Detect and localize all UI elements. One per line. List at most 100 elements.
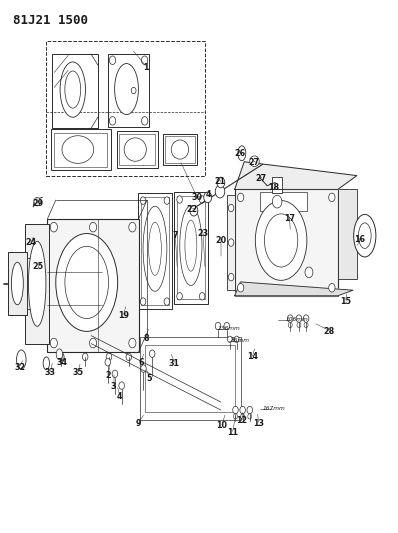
Ellipse shape xyxy=(228,336,232,343)
Bar xyxy=(235,189,338,296)
Bar xyxy=(162,134,197,165)
Bar xyxy=(338,189,357,279)
Bar xyxy=(119,134,155,165)
Text: 21: 21 xyxy=(215,177,226,186)
Bar xyxy=(227,195,236,290)
Ellipse shape xyxy=(56,349,62,360)
Text: 17: 17 xyxy=(284,214,295,223)
Ellipse shape xyxy=(359,223,371,248)
Ellipse shape xyxy=(238,146,246,161)
Ellipse shape xyxy=(164,298,170,305)
Ellipse shape xyxy=(329,193,335,201)
Ellipse shape xyxy=(105,359,111,366)
Ellipse shape xyxy=(215,322,221,330)
Text: 16: 16 xyxy=(354,236,365,245)
Bar xyxy=(165,136,195,163)
Ellipse shape xyxy=(233,406,238,414)
Ellipse shape xyxy=(224,322,230,330)
Ellipse shape xyxy=(217,177,225,188)
Ellipse shape xyxy=(354,214,376,257)
Ellipse shape xyxy=(329,284,335,292)
Text: 22: 22 xyxy=(187,205,198,214)
Text: 81J21 1500: 81J21 1500 xyxy=(13,14,88,27)
Ellipse shape xyxy=(141,365,146,372)
Text: 18: 18 xyxy=(268,183,279,192)
Ellipse shape xyxy=(17,350,26,369)
Ellipse shape xyxy=(56,233,118,332)
Ellipse shape xyxy=(62,136,94,164)
Text: 8: 8 xyxy=(144,334,150,343)
Ellipse shape xyxy=(109,117,116,125)
Ellipse shape xyxy=(248,414,252,419)
Ellipse shape xyxy=(250,156,259,166)
Text: 34: 34 xyxy=(57,358,68,367)
Ellipse shape xyxy=(164,197,170,204)
Text: 7: 7 xyxy=(172,231,178,240)
Ellipse shape xyxy=(190,205,198,216)
Text: 4: 4 xyxy=(117,392,123,401)
Ellipse shape xyxy=(238,193,244,201)
Ellipse shape xyxy=(129,222,136,232)
Ellipse shape xyxy=(124,138,146,161)
Ellipse shape xyxy=(143,206,167,292)
Text: 27: 27 xyxy=(255,174,266,183)
Bar xyxy=(51,130,111,169)
Text: 2: 2 xyxy=(105,371,111,380)
Ellipse shape xyxy=(288,322,292,328)
Text: 10: 10 xyxy=(217,422,228,431)
Text: 27: 27 xyxy=(248,158,259,167)
Bar xyxy=(46,41,205,176)
Ellipse shape xyxy=(50,338,57,348)
Text: 12: 12 xyxy=(236,416,248,425)
Ellipse shape xyxy=(241,414,245,419)
Ellipse shape xyxy=(287,315,293,322)
Bar xyxy=(138,193,172,309)
Ellipse shape xyxy=(199,293,205,300)
Text: 9: 9 xyxy=(136,419,141,428)
Ellipse shape xyxy=(140,298,146,305)
Ellipse shape xyxy=(272,195,282,208)
Text: 106mm: 106mm xyxy=(285,317,308,322)
Ellipse shape xyxy=(109,56,116,64)
Text: 24: 24 xyxy=(25,238,36,247)
Ellipse shape xyxy=(106,353,112,361)
Ellipse shape xyxy=(204,192,212,203)
Ellipse shape xyxy=(296,315,302,322)
Ellipse shape xyxy=(142,117,148,125)
Text: 35: 35 xyxy=(72,368,84,377)
Bar xyxy=(145,345,235,411)
Bar xyxy=(52,54,98,128)
Ellipse shape xyxy=(256,200,307,280)
Bar xyxy=(108,54,149,127)
Ellipse shape xyxy=(297,322,301,328)
Bar xyxy=(272,177,282,193)
Text: 30: 30 xyxy=(191,193,203,202)
Ellipse shape xyxy=(115,63,139,115)
Text: 28: 28 xyxy=(324,327,335,336)
Ellipse shape xyxy=(148,222,161,276)
Bar xyxy=(8,252,27,316)
Text: 32: 32 xyxy=(14,363,25,372)
Ellipse shape xyxy=(228,239,234,246)
Bar xyxy=(25,224,49,344)
Bar xyxy=(27,258,33,309)
Text: 33: 33 xyxy=(45,368,56,377)
Ellipse shape xyxy=(303,315,309,322)
Text: 14: 14 xyxy=(247,352,258,361)
Ellipse shape xyxy=(34,197,40,206)
Ellipse shape xyxy=(119,382,125,389)
Text: 86mm: 86mm xyxy=(231,338,250,343)
Text: 20: 20 xyxy=(215,237,226,246)
Ellipse shape xyxy=(149,350,155,358)
Polygon shape xyxy=(235,162,357,189)
Ellipse shape xyxy=(90,338,97,348)
Text: 136mm: 136mm xyxy=(218,326,241,331)
Text: 4: 4 xyxy=(206,190,212,199)
Text: 15: 15 xyxy=(340,296,351,305)
Bar xyxy=(117,132,158,167)
Ellipse shape xyxy=(177,196,182,203)
Text: 1: 1 xyxy=(143,63,148,71)
Text: 11: 11 xyxy=(227,428,238,437)
Ellipse shape xyxy=(126,353,132,361)
Bar xyxy=(54,133,107,166)
